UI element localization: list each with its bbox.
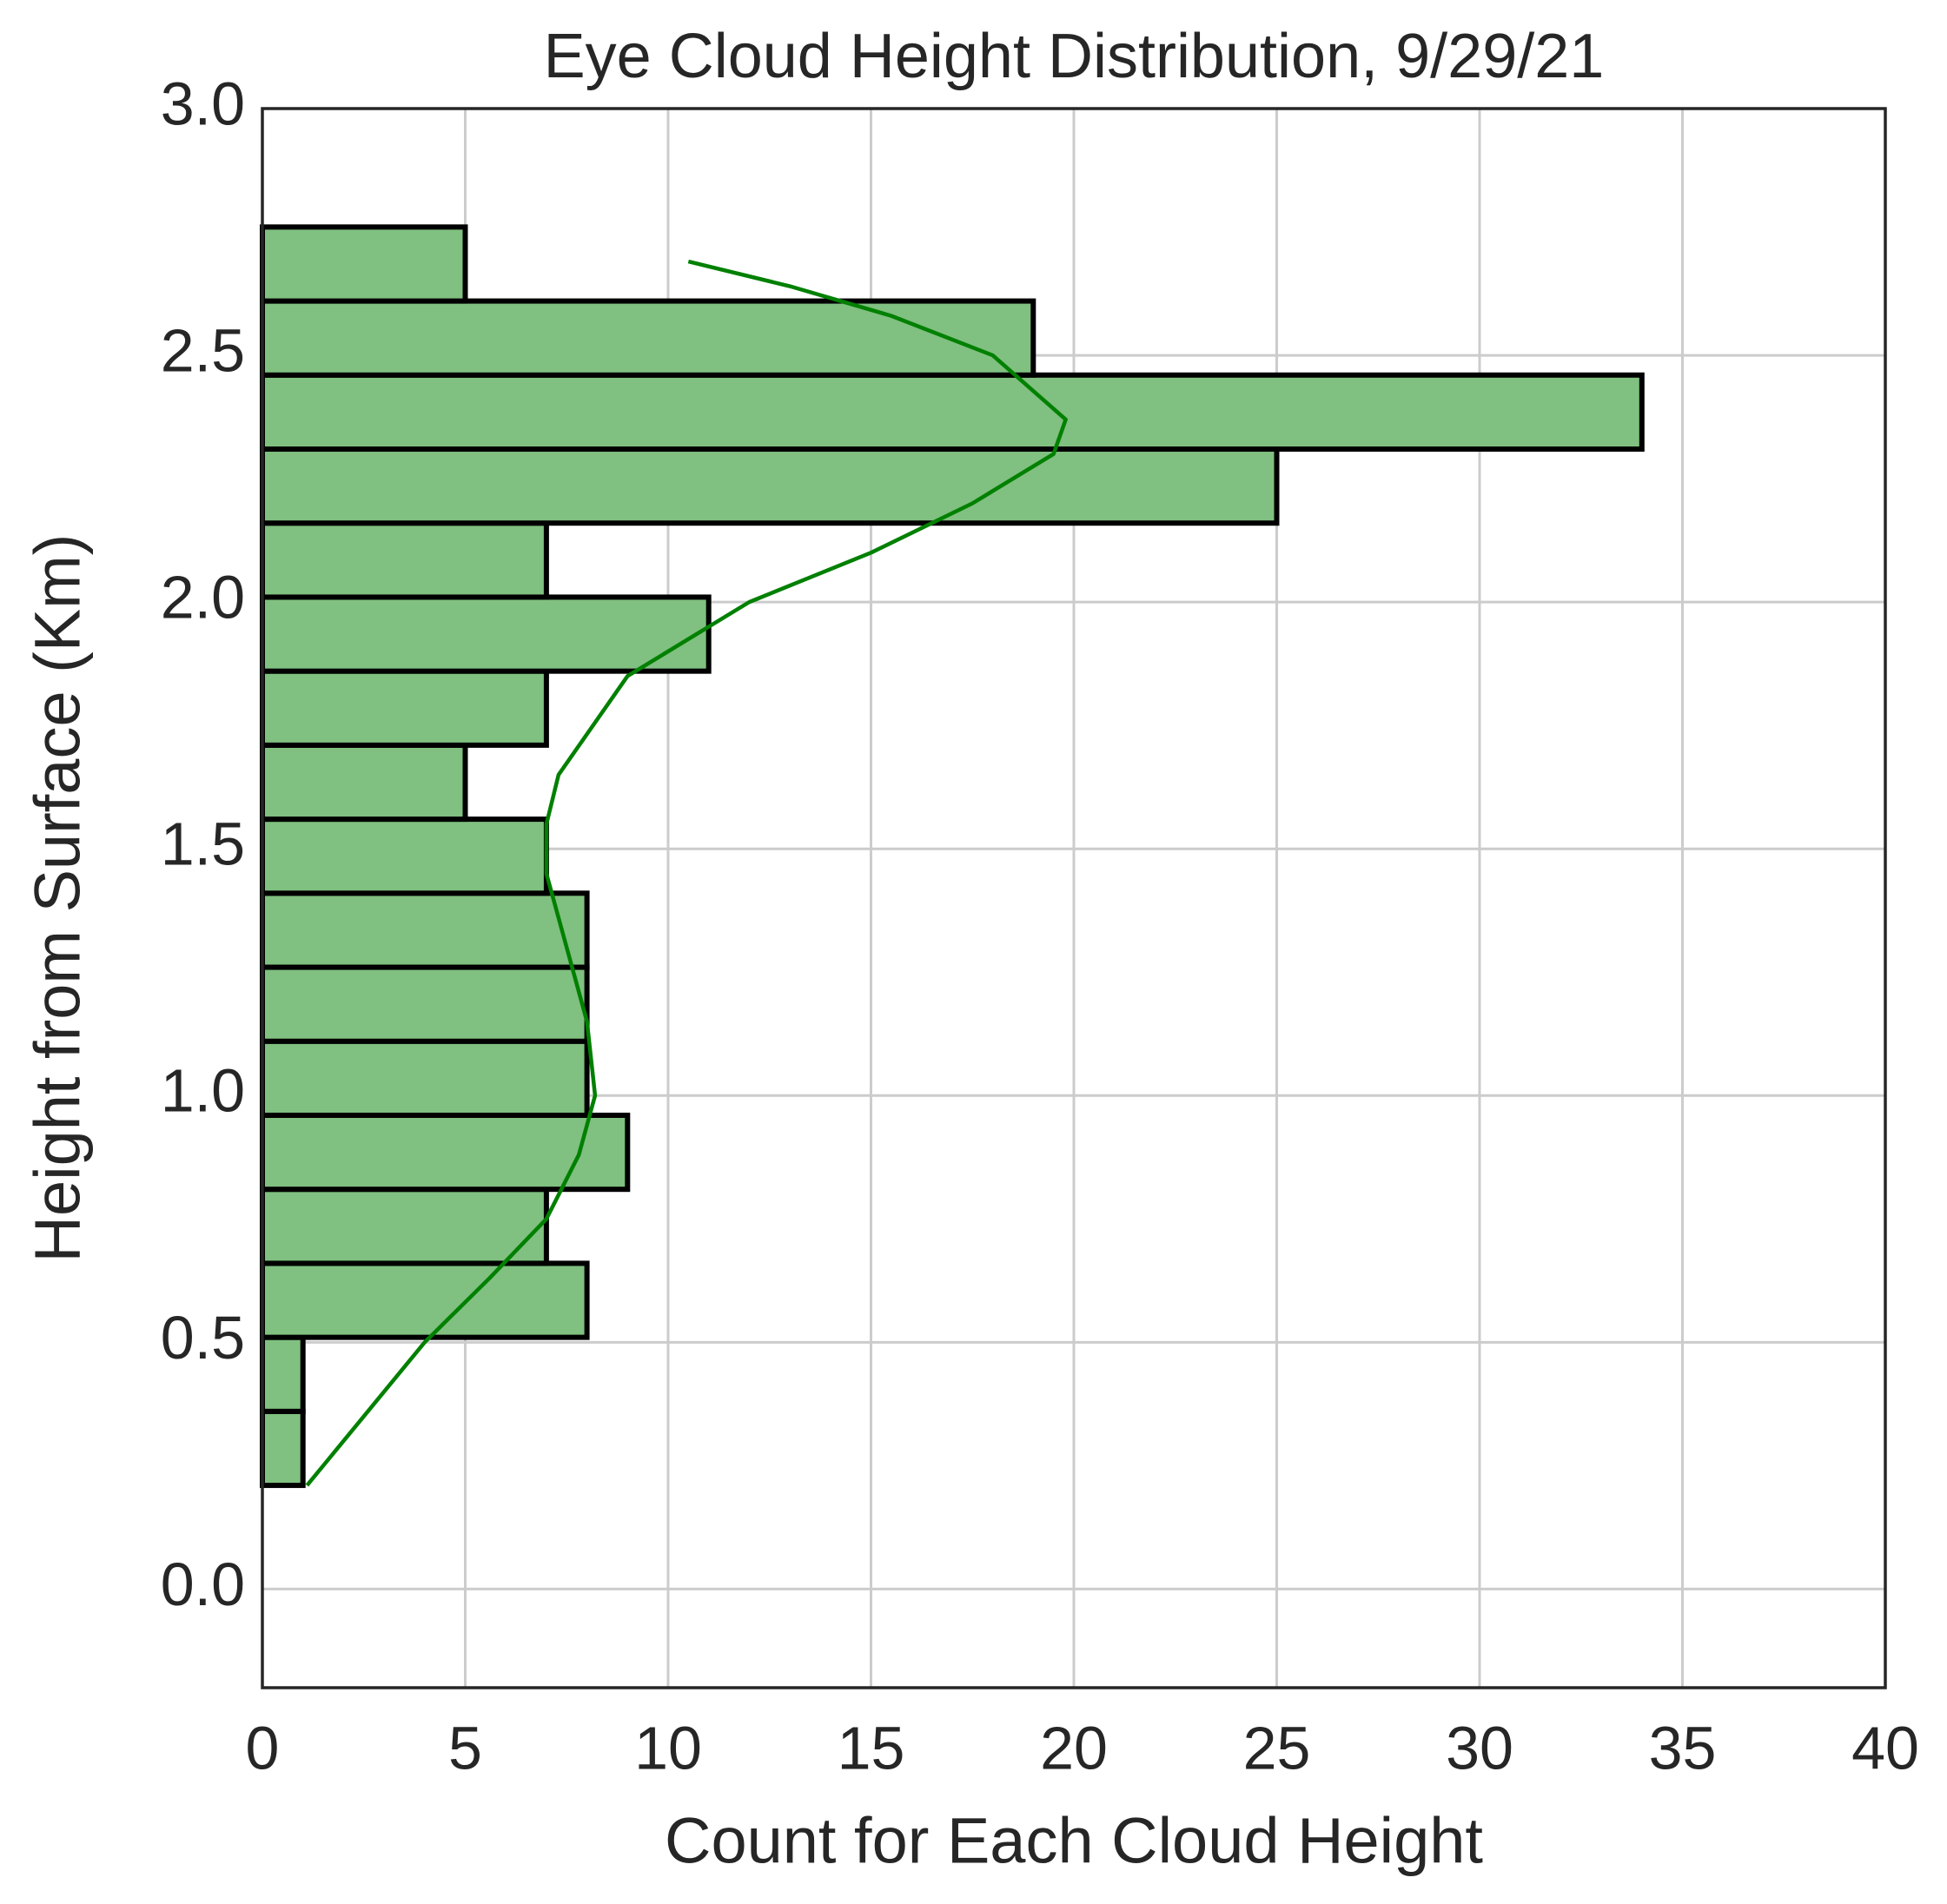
x-tick-label: 25 — [1243, 1714, 1311, 1782]
bar — [260, 224, 468, 304]
bar — [260, 594, 712, 674]
bar — [260, 964, 590, 1044]
y-axis-label: Height from Surface (Km) — [22, 534, 94, 1263]
bar — [260, 890, 590, 970]
x-tick-label: 10 — [634, 1714, 702, 1782]
y-tick-label: 2.5 — [161, 317, 245, 385]
bar — [260, 298, 1036, 378]
bar — [260, 372, 1645, 453]
bar — [260, 1187, 549, 1266]
y-tick-label: 1.0 — [161, 1057, 245, 1125]
x-tick-label: 15 — [838, 1714, 905, 1782]
bar — [260, 1334, 306, 1414]
x-axis-label: Count for Each Cloud Height — [665, 1805, 1483, 1877]
x-tick-label: 5 — [448, 1714, 482, 1782]
bar — [260, 1408, 306, 1489]
y-tick-label: 2.0 — [161, 564, 245, 631]
x-tick-label: 20 — [1040, 1714, 1108, 1782]
y-tick-label: 1.5 — [161, 810, 245, 878]
bar — [260, 520, 549, 600]
x-tick-label: 0 — [246, 1714, 280, 1782]
bar — [260, 1260, 590, 1340]
plot-frame — [261, 107, 1887, 1689]
bar — [260, 742, 468, 823]
x-tick-label: 30 — [1446, 1714, 1513, 1782]
x-tick-label: 40 — [1851, 1714, 1919, 1782]
kde-line — [305, 259, 1068, 1487]
x-tick-label: 35 — [1649, 1714, 1717, 1782]
bar — [260, 446, 1280, 526]
y-tick-label: 0.0 — [161, 1550, 245, 1618]
bar — [260, 668, 549, 748]
chart-title: Eye Cloud Height Distribution, 9/29/21 — [544, 22, 1605, 91]
bar — [260, 1112, 631, 1193]
bar — [260, 1038, 590, 1118]
y-tick-label: 3.0 — [161, 69, 245, 137]
bar — [260, 816, 549, 896]
y-tick-label: 0.5 — [161, 1304, 245, 1372]
